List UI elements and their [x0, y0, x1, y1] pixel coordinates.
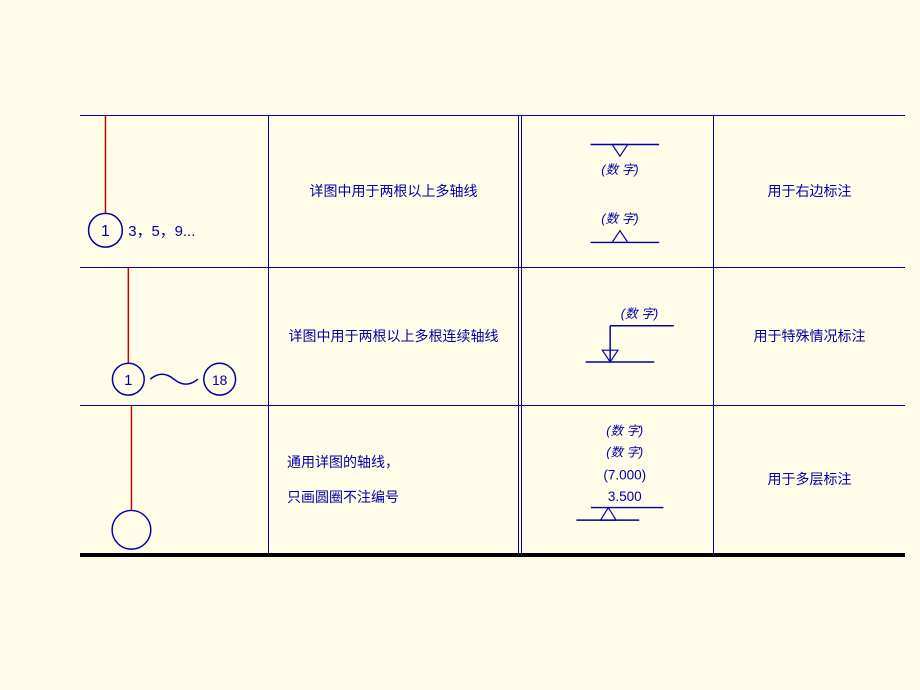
right-desc-text: 用于右边标注: [768, 179, 852, 204]
desc-line: 通用详图的轴线，: [287, 445, 399, 480]
svg-text:(数 字): (数 字): [606, 445, 643, 459]
symbol-cell-right: (数 字): [518, 268, 713, 405]
svg-text:3，5，9...: 3，5，9...: [128, 224, 195, 240]
symbol-cell-right: (数 字) (数 字) (7.000) 3.500: [518, 406, 713, 553]
svg-text:1: 1: [124, 373, 132, 389]
table-row: 1 18 详图中用于两根以上多根连续轴线 (数 字) 用于特殊情况标注: [80, 267, 905, 405]
svg-text:(7.000): (7.000): [603, 468, 646, 483]
triangle-right-pair-icon: (数 字) (数 字): [522, 116, 713, 267]
desc-text: 详图中用于两根以上多轴线: [310, 179, 478, 204]
right-desc-text: 用于多层标注: [768, 467, 852, 492]
axis-range-icon: 1 18: [80, 268, 268, 405]
svg-text:1: 1: [101, 223, 110, 240]
desc-line: 只画圆圈不注编号: [287, 480, 399, 515]
desc-cell: 详图中用于两根以上多轴线: [268, 116, 518, 267]
symbol-cell-left: [80, 406, 268, 553]
right-desc-text: 用于特殊情况标注: [754, 324, 866, 349]
axis-blank-icon: [80, 406, 268, 553]
svg-text:(数 字): (数 字): [606, 424, 643, 438]
svg-text:(数 字): (数 字): [621, 306, 658, 321]
desc-text: 通用详图的轴线， 只画圆圈不注编号: [287, 445, 399, 515]
symbol-cell-left: 1 3，5，9...: [80, 116, 268, 267]
right-desc-cell: 用于特殊情况标注: [713, 268, 905, 405]
elevation-special-icon: (数 字): [522, 268, 713, 405]
right-desc-cell: 用于右边标注: [713, 116, 905, 267]
svg-text:(数 字): (数 字): [601, 211, 638, 226]
desc-text: 详图中用于两根以上多根连续轴线: [289, 324, 499, 349]
table-row: 1 3，5，9... 详图中用于两根以上多轴线 (数 字) (数 字) 用于右边…: [80, 115, 905, 267]
svg-text:(数 字): (数 字): [601, 162, 638, 177]
symbols-table: 1 3，5，9... 详图中用于两根以上多轴线 (数 字) (数 字) 用于右边…: [80, 115, 905, 557]
symbol-cell-right: (数 字) (数 字): [518, 116, 713, 267]
desc-cell: 详图中用于两根以上多根连续轴线: [268, 268, 518, 405]
svg-text:18: 18: [212, 372, 228, 388]
symbol-cell-left: 1 18: [80, 268, 268, 405]
desc-cell: 通用详图的轴线， 只画圆圈不注编号: [268, 406, 518, 553]
multi-level-icon: (数 字) (数 字) (7.000) 3.500: [522, 406, 713, 553]
svg-text:3.500: 3.500: [608, 489, 642, 504]
table-row: 通用详图的轴线， 只画圆圈不注编号 (数 字) (数 字) (7.000) 3.…: [80, 405, 905, 557]
axis-multi-icon: 1 3，5，9...: [80, 116, 268, 267]
right-desc-cell: 用于多层标注: [713, 406, 905, 553]
